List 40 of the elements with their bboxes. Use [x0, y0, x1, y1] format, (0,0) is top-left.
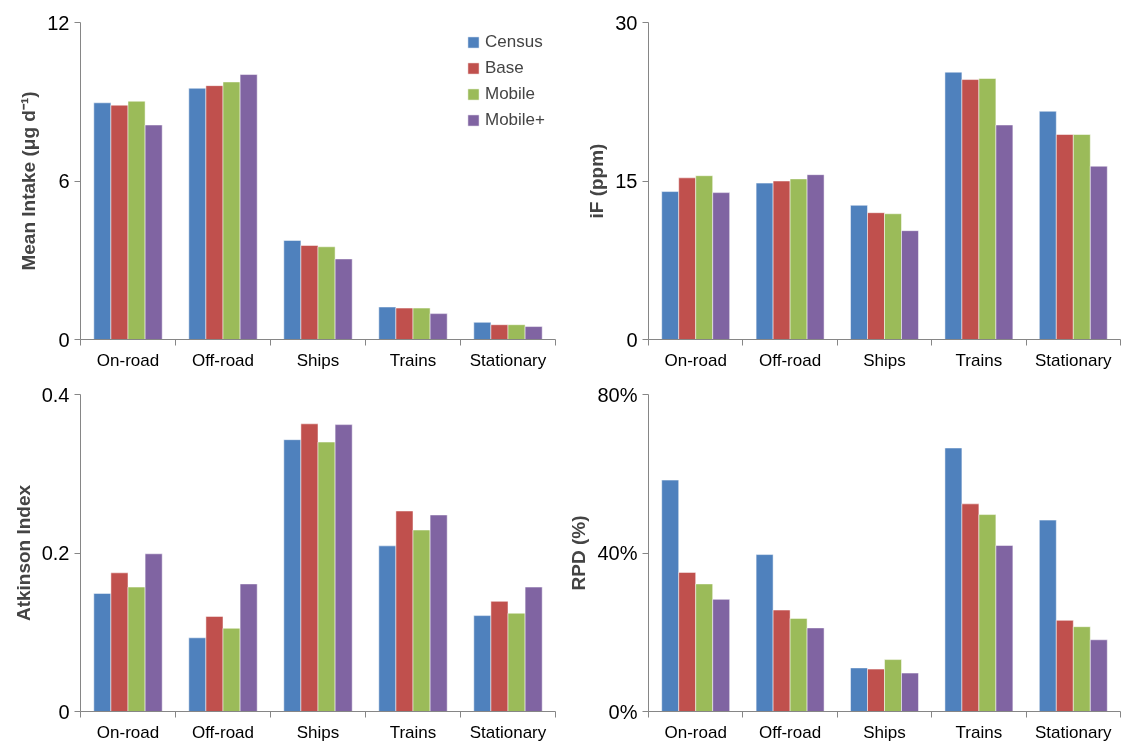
x-tick-label: Trains — [389, 350, 437, 370]
y-tick-label: 6 — [58, 170, 70, 192]
x-tick-label: Ships — [296, 350, 340, 370]
y-tick-label: 80% — [597, 383, 638, 406]
y-tick-label: 0.2 — [41, 542, 70, 564]
y-axis-title: RPD (%) — [568, 515, 590, 591]
y-tick-label: 12 — [47, 11, 70, 34]
legend-label: Mobile — [484, 84, 536, 104]
x-tick-label: Trains — [955, 350, 1003, 370]
x-tick-label: Off-road — [191, 722, 255, 742]
x-tick-label: On-road — [96, 350, 160, 370]
y-axis-title: iF (ppm) — [586, 143, 608, 219]
x-tick-label: Stationary — [1035, 350, 1113, 370]
y-tick-label: 0.4 — [41, 383, 70, 406]
x-tick-label: Off-road — [759, 722, 822, 742]
x-tick-label: On-road — [664, 722, 727, 742]
x-tick-label: Stationary — [1035, 722, 1113, 742]
y-tick-label: 40% — [597, 542, 638, 564]
x-tick-label: On-road — [664, 350, 727, 370]
legend-label: Census — [484, 32, 543, 52]
y-tick-label: 15 — [615, 170, 638, 192]
y-tick-label: 0% — [608, 700, 638, 723]
y-tick-label: 30 — [615, 11, 638, 34]
y-tick-label: 0 — [626, 328, 638, 351]
x-tick-label: Stationary — [469, 722, 547, 742]
legend-label: Mobile+ — [484, 110, 545, 130]
x-tick-label: Ships — [863, 350, 906, 370]
legend-label: Base — [484, 58, 524, 78]
y-axis-title: Mean Intake (μg d⁻¹) — [18, 91, 40, 271]
x-tick-label: Stationary — [469, 350, 547, 370]
y-tick-label: 0 — [58, 700, 70, 723]
x-tick-label: Ships — [296, 722, 340, 742]
x-tick-label: On-road — [96, 722, 160, 742]
y-axis-title: Atkinson Index — [12, 484, 34, 622]
y-tick-label: 0 — [58, 328, 70, 351]
x-tick-label: Off-road — [191, 350, 255, 370]
x-tick-label: Off-road — [759, 350, 822, 370]
x-tick-label: Trains — [955, 722, 1003, 742]
x-tick-label: Trains — [389, 722, 437, 742]
x-tick-label: Ships — [863, 722, 906, 742]
